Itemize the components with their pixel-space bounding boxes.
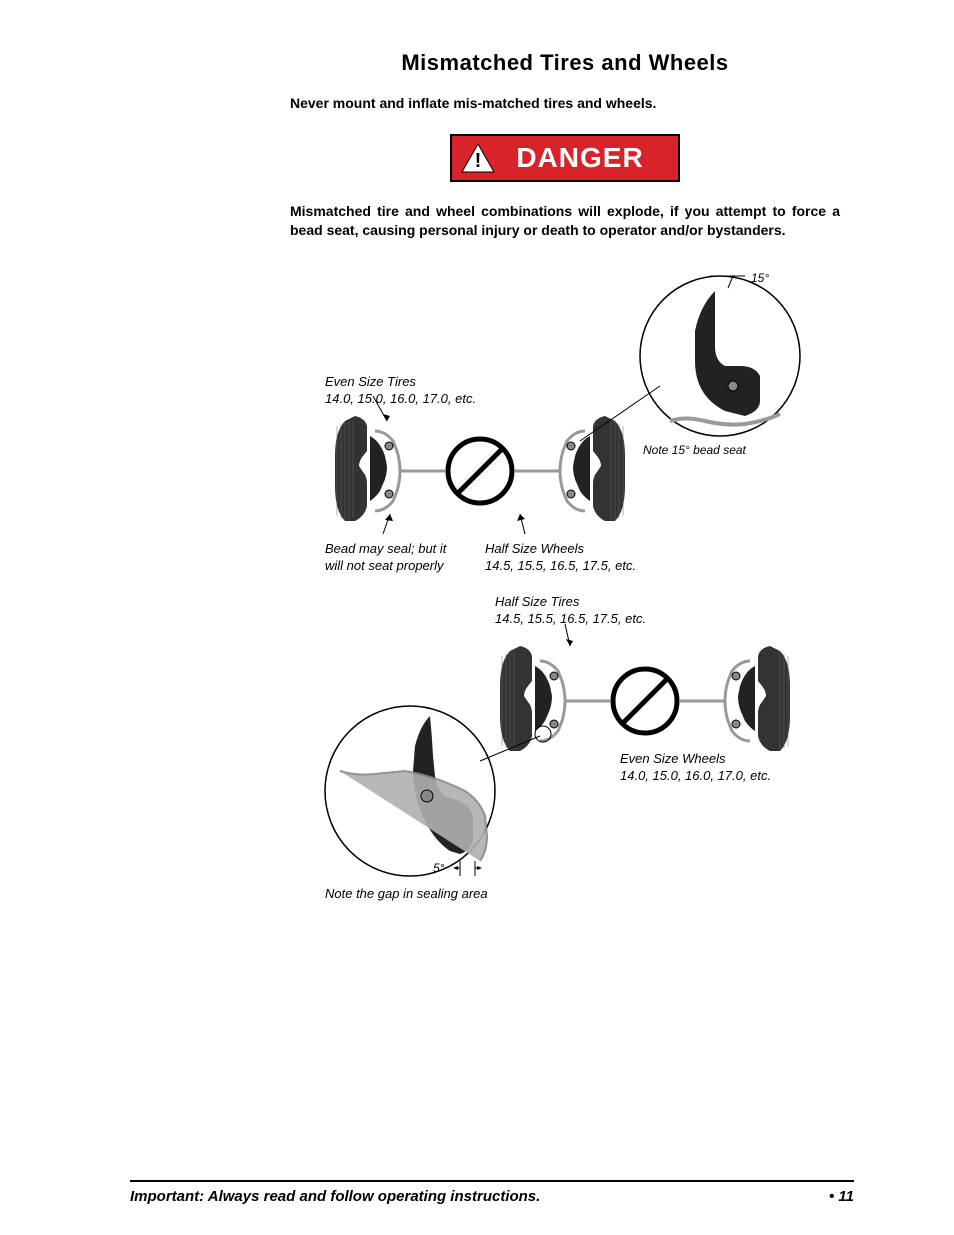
warning-paragraph: Mismatched tire and wheel combinations w… xyxy=(290,202,840,241)
page-footer: Important: Always read and follow operat… xyxy=(130,1180,854,1205)
half-tires-label: Half Size Tires 14.5, 15.5, 16.5, 17.5, … xyxy=(495,594,646,628)
footer-instructions: Important: Always read and follow operat… xyxy=(130,1188,540,1205)
svg-text:15°: 15° xyxy=(751,271,769,285)
intro-paragraph: Never mount and inflate mis-matched tire… xyxy=(290,94,840,114)
svg-text:5°: 5° xyxy=(433,861,445,875)
diagram-even-tires-half-wheels: 15° Note 15° bead seat xyxy=(315,266,815,586)
danger-label: DANGER xyxy=(516,142,643,174)
even-wheels-label: Even Size Wheels 14.0, 15.0, 16.0, 17.0,… xyxy=(620,751,771,785)
page-title: Mismatched Tires and Wheels xyxy=(290,50,840,76)
warning-triangle-icon: ! xyxy=(460,142,496,174)
danger-badge: ! DANGER xyxy=(450,134,680,182)
gap-note-label: Note the gap in sealing area xyxy=(325,886,488,903)
half-wheels-label: Half Size Wheels 14.5, 15.5, 16.5, 17.5,… xyxy=(485,541,636,575)
page-number: • 11 xyxy=(829,1188,854,1205)
svg-text:Note 15° bead seat: Note 15° bead seat xyxy=(643,443,747,457)
svg-text:!: ! xyxy=(475,150,482,172)
diagram-half-tires-even-wheels: 5° Half Size Tires 14.5, 15.5, 16.5, 17.… xyxy=(315,596,815,916)
bead-seal-label: Bead may seal; but it will not seat prop… xyxy=(325,541,446,575)
even-tires-label: Even Size Tires 14.0, 15.0, 16.0, 17.0, … xyxy=(325,374,476,408)
